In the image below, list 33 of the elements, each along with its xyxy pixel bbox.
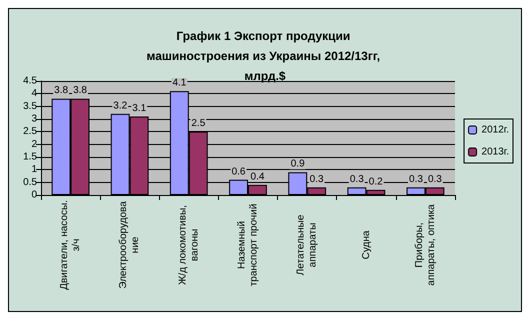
data-label: 0.3 (310, 174, 324, 185)
y-tick-label: 4 (31, 88, 38, 100)
y-tick-label: 3 (31, 114, 38, 124)
x-tick-label: Судна (360, 230, 372, 260)
y-tick-label: 0.5 (23, 176, 38, 188)
y-tick-label: 3.5 (23, 100, 38, 112)
data-label: 0.4 (250, 171, 265, 182)
y-tick-label: 1 (31, 164, 38, 176)
data-label: 0.6 (232, 166, 246, 178)
y-tick-label: 2 (31, 138, 38, 150)
x-tick-label: Летательные аппараты (296, 214, 319, 276)
x-tick-label: Приборы, аппараты, оптика (414, 204, 437, 286)
data-label: 2.5 (191, 118, 206, 130)
data-label: 0.3 (350, 174, 364, 185)
legend-label: 2013г. (482, 146, 509, 158)
x-tick-label: Ж/д локомотивы, вагоны (177, 205, 200, 285)
x-tick-label: Двигатели, насосы. з/ч (59, 200, 82, 290)
x-tick-label: Наземный транспорт прочий (236, 204, 260, 286)
data-label: 0.9 (290, 158, 306, 170)
legend-label: 2012г. (482, 124, 509, 136)
data-label: 3.1 (132, 102, 147, 114)
data-label: 3.8 (73, 85, 88, 96)
data-label: 3.8 (54, 85, 68, 96)
data-label: 0.3 (409, 174, 424, 185)
x-tick-label: Электрооборудова ние (118, 200, 142, 289)
data-label: 0.2 (368, 176, 384, 188)
data-label: 0.3 (428, 174, 442, 185)
y-tick-label: 4.5 (23, 76, 38, 86)
y-tick-label: 1.5 (23, 152, 38, 162)
y-tick-label: 0 (31, 190, 38, 200)
data-label: 4.1 (172, 78, 187, 89)
y-tick-label: 2.5 (23, 126, 38, 138)
data-label: 3.2 (113, 100, 128, 112)
